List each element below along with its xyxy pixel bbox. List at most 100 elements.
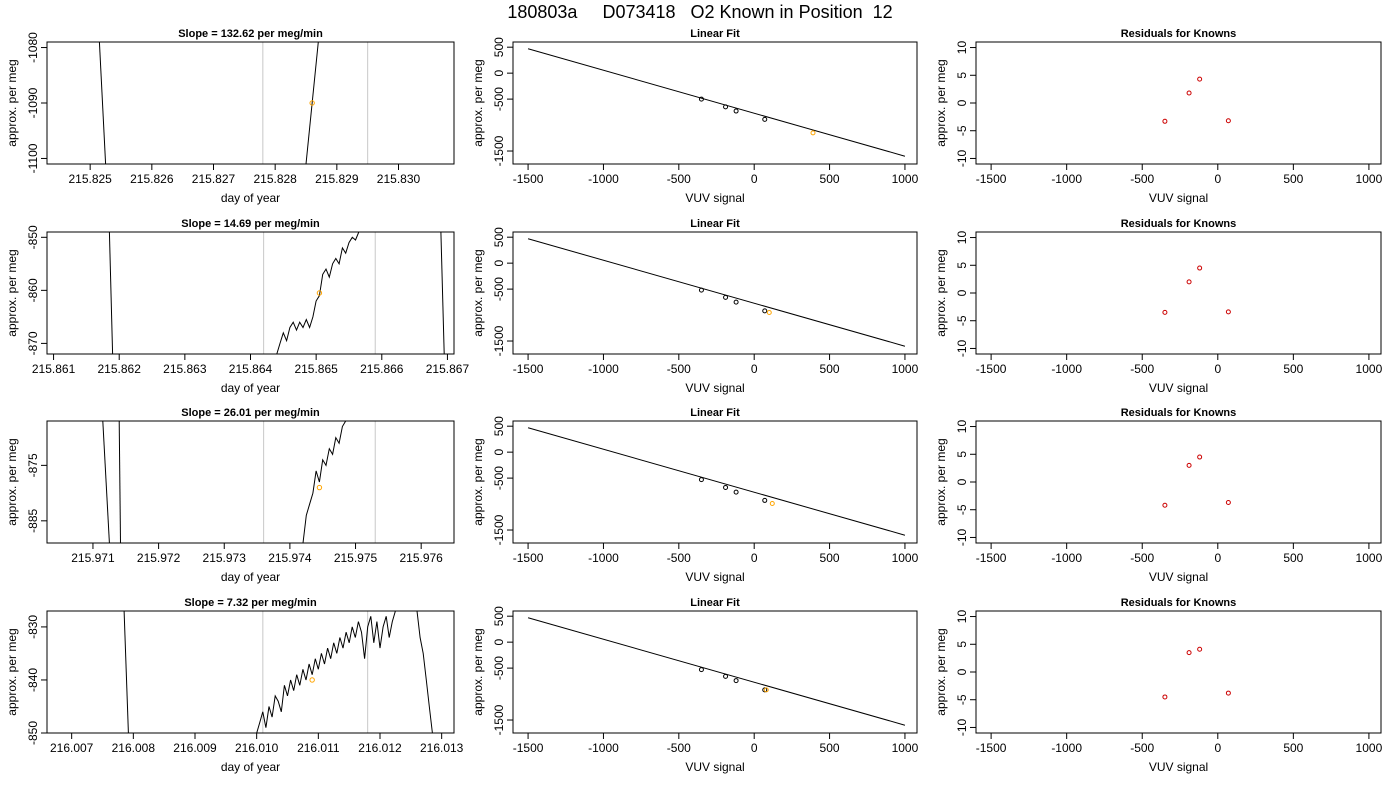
y-tick-label: -10: [955, 339, 969, 357]
residual-point: [1225, 500, 1231, 506]
x-tick-label: -1000: [588, 551, 619, 565]
panel-title: Linear Fit: [690, 218, 740, 230]
panel-residuals-row-4: Residuals for Knowns -1500 -1000 -500 0 500 10…: [934, 597, 1383, 774]
y-axis-label: approx. per meg: [471, 438, 485, 525]
y-tick-label: 5: [955, 262, 969, 269]
panel-title: Residuals for Knowns: [1121, 407, 1237, 419]
residual-point: [1162, 309, 1168, 315]
x-tick-label: -1500: [976, 172, 1007, 186]
known-point: [723, 673, 729, 679]
x-tick-label: 215.971: [71, 551, 115, 565]
plot-frame: [512, 420, 918, 544]
panel-title: Slope = 26.01 per meg/min: [181, 407, 320, 419]
sample-point: [316, 484, 323, 491]
residual-point: [1225, 309, 1231, 315]
x-tick-label: -1000: [588, 741, 619, 755]
x-tick-label: 215.830: [377, 172, 421, 186]
panel-title: Slope = 7.32 per meg/min: [184, 597, 317, 609]
residual-point: [1197, 76, 1203, 82]
y-axis-label: approx. per meg: [471, 249, 485, 336]
sample-point: [763, 687, 769, 693]
plot-area: [527, 238, 906, 347]
x-axis-label: VUV signal: [1149, 760, 1208, 774]
y-tick-label: 500: [492, 37, 506, 57]
x-tick-label: 500: [1283, 362, 1303, 376]
y-axis-label: approx. per meg: [5, 628, 19, 715]
signal-trace: [276, 232, 360, 354]
x-tick-label: 215.863: [163, 362, 207, 376]
y-tick-label: 10: [955, 41, 969, 55]
x-axis-label: VUV signal: [1149, 381, 1208, 395]
signal-trace: [102, 421, 110, 543]
x-tick-label: 0: [751, 362, 758, 376]
x-tick-label: 500: [820, 551, 840, 565]
panel-slope-row-1: Slope = 132.62 per meg/min 215.825 215.826…: [5, 28, 455, 205]
residual-point: [1225, 690, 1231, 696]
residual-point: [1197, 646, 1203, 652]
x-tick-label: 0: [751, 551, 758, 565]
plot-area: [1162, 76, 1231, 124]
plot-frame: [975, 420, 1382, 544]
panel-title: Slope = 132.62 per meg/min: [178, 28, 323, 40]
plot-frame: [46, 231, 455, 355]
residual-point: [1162, 118, 1168, 124]
known-point: [698, 287, 704, 293]
x-tick-label: 0: [1214, 362, 1221, 376]
x-axis-label: day of year: [221, 570, 280, 584]
x-tick-label: 500: [1283, 741, 1303, 755]
plot-area: [1162, 454, 1231, 508]
x-tick-label: 500: [820, 741, 840, 755]
y-tick-label: -870: [26, 331, 40, 355]
y-tick-label: 500: [492, 227, 506, 247]
y-tick-label: 0: [955, 289, 969, 296]
sample-point: [766, 309, 772, 315]
x-tick-label: -1000: [588, 172, 619, 186]
x-tick-label: 1000: [892, 362, 919, 376]
y-tick-label: 0: [492, 69, 506, 76]
y-tick-label: 500: [492, 606, 506, 626]
x-tick-label: 215.865: [294, 362, 338, 376]
x-tick-label: 216.009: [173, 741, 217, 755]
signal-trace: [118, 421, 121, 543]
x-tick-label: 1000: [892, 172, 919, 186]
plot-area: [1162, 646, 1231, 700]
y-tick-label: 5: [955, 451, 969, 458]
x-tick-label: 0: [751, 172, 758, 186]
plot-area: [98, 42, 369, 164]
residual-point: [1197, 454, 1203, 460]
known-point: [733, 489, 739, 495]
sample-point: [810, 130, 816, 136]
x-axis-label: day of year: [221, 760, 280, 774]
x-tick-label: 500: [820, 362, 840, 376]
x-tick-label: 500: [820, 172, 840, 186]
x-tick-label: 216.012: [358, 741, 402, 755]
fit-line: [527, 427, 906, 536]
y-tick-label: 0: [492, 448, 506, 455]
plot-frame: [512, 610, 918, 734]
x-axis-label: day of year: [221, 381, 280, 395]
y-axis-label: approx. per meg: [934, 438, 948, 525]
y-tick-label: -885: [26, 508, 40, 532]
x-tick-label: -1000: [1051, 551, 1082, 565]
plot-frame: [975, 610, 1382, 734]
y-tick-label: 10: [955, 231, 969, 245]
panel-linear-fit-row-2: Linear Fit -1500 -1000 -500 0 500 1000 500 0 -500…: [471, 218, 919, 395]
plot-area: [527, 48, 906, 157]
y-axis-label: approx. per meg: [934, 249, 948, 336]
signal-trace: [256, 611, 433, 733]
y-axis-label: approx. per meg: [934, 628, 948, 715]
x-axis-label: VUV signal: [685, 191, 744, 205]
known-point: [733, 299, 739, 305]
known-point: [698, 667, 704, 673]
x-tick-label: 215.972: [137, 551, 181, 565]
sample-point: [309, 677, 315, 683]
x-tick-label: 215.825: [68, 172, 112, 186]
residual-point: [1225, 118, 1231, 124]
signal-trace: [108, 232, 114, 354]
x-tick-label: 215.973: [203, 551, 247, 565]
x-tick-label: -1500: [513, 551, 544, 565]
y-tick-label: -860: [26, 278, 40, 302]
residual-point: [1186, 90, 1192, 96]
x-tick-label: -1500: [976, 551, 1007, 565]
